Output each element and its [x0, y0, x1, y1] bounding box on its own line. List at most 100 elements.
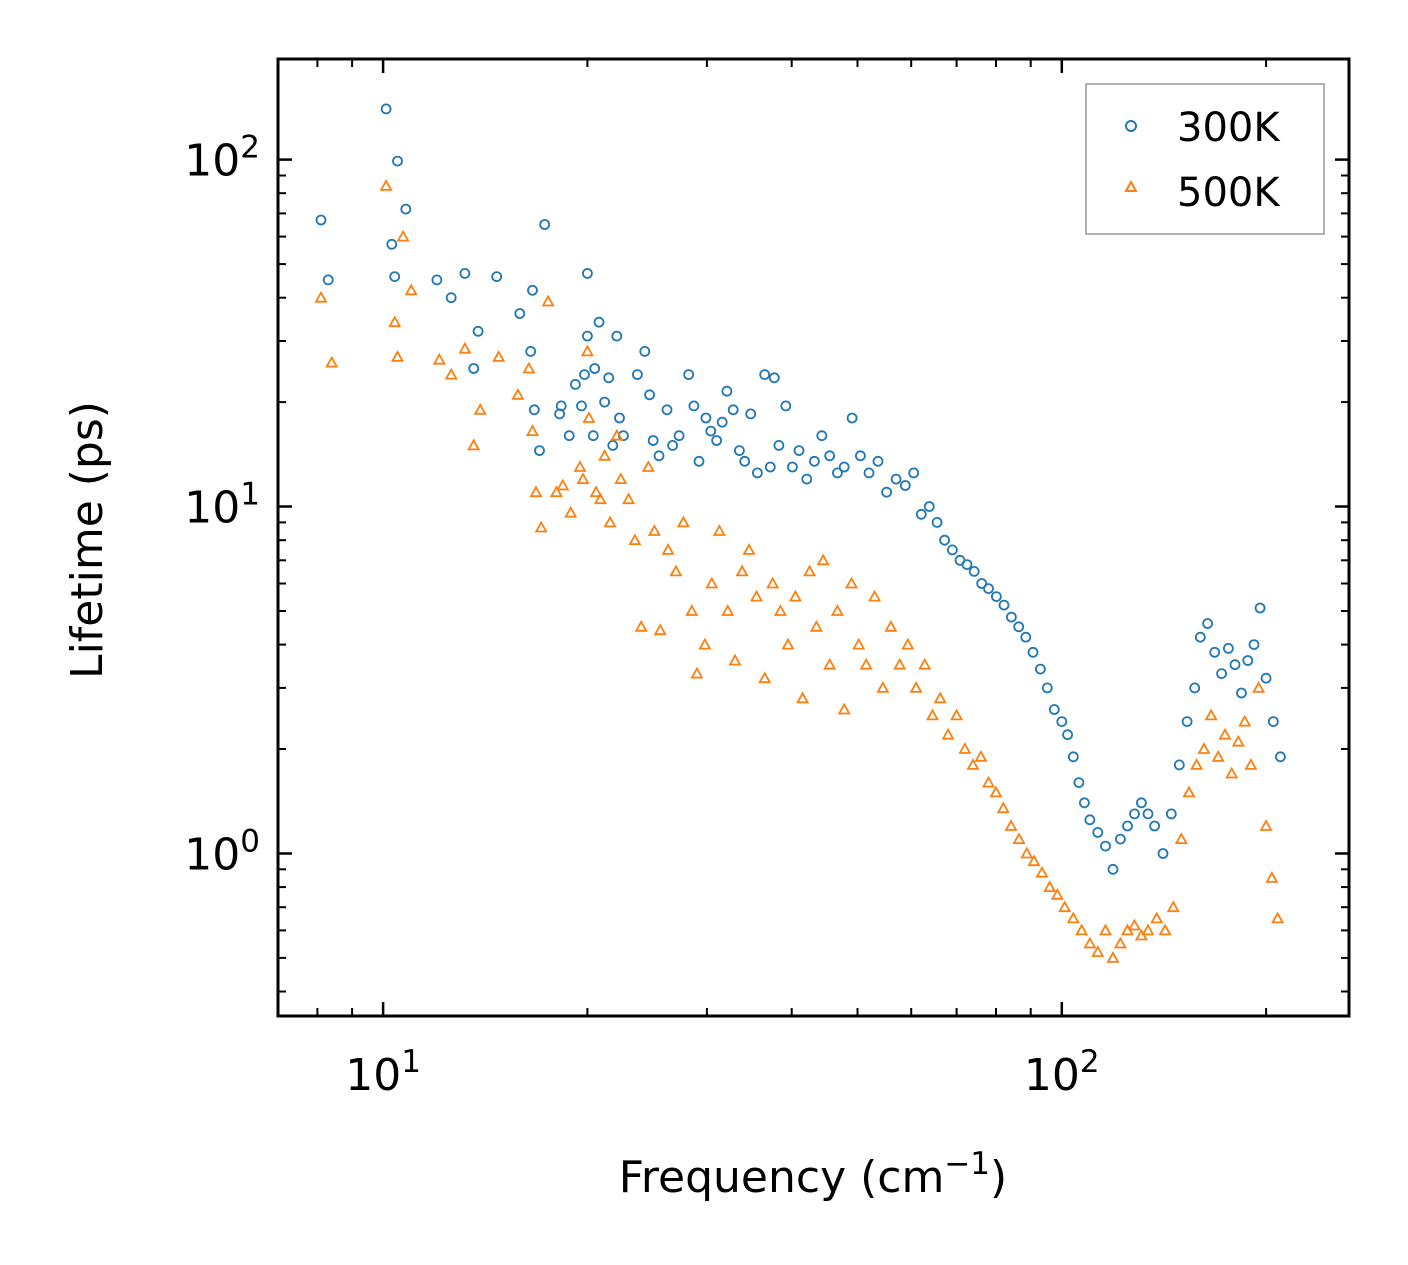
point-500K-85 — [1020, 846, 1034, 859]
point-500K-43 — [698, 637, 712, 650]
point-300K-54 — [739, 455, 751, 467]
point-500K-112 — [1225, 766, 1239, 779]
point-500K-13 — [511, 387, 525, 400]
point-300K-80 — [931, 517, 943, 528]
point-300K-87 — [983, 583, 994, 594]
legend-marker-500k — [1124, 179, 1138, 192]
point-500K-24 — [580, 344, 594, 357]
point-500K-87 — [1035, 865, 1049, 878]
point-500K-23 — [576, 472, 590, 484]
point-500K-96 — [1106, 951, 1120, 963]
point-500K-97 — [1113, 936, 1127, 949]
point-300K-8 — [445, 292, 457, 304]
point-500K-15 — [525, 424, 540, 436]
point-300K-119 — [1209, 646, 1221, 658]
point-300K-106 — [1115, 833, 1126, 845]
point-300K-66 — [816, 430, 828, 442]
y-tick-label-1: 101 — [184, 477, 260, 534]
point-300K-50 — [716, 416, 728, 428]
point-500K-75 — [941, 727, 955, 740]
point-500K-57 — [803, 564, 817, 577]
point-500K-42 — [690, 666, 704, 679]
point-300K-47 — [700, 412, 712, 424]
point-500K-28 — [598, 448, 612, 461]
point-500K-14 — [522, 361, 536, 374]
point-500K-6 — [404, 283, 418, 296]
point-300K-111 — [1149, 820, 1160, 832]
point-300K-32 — [607, 439, 619, 451]
point-500K-19 — [549, 485, 563, 498]
point-500K-67 — [876, 681, 890, 693]
point-500K-60 — [823, 657, 837, 670]
point-500K-58 — [809, 619, 823, 632]
series-300K — [315, 103, 1286, 875]
point-500K-22 — [573, 460, 587, 472]
point-500K-104 — [1166, 900, 1180, 913]
point-300K-109 — [1136, 797, 1147, 809]
point-300K-49 — [711, 435, 722, 446]
point-300K-13 — [514, 308, 526, 319]
point-300K-16 — [528, 404, 540, 416]
point-500K-5 — [396, 229, 410, 242]
point-300K-125 — [1248, 639, 1260, 650]
point-500K-4 — [390, 350, 405, 362]
point-500K-46 — [721, 604, 735, 616]
point-300K-71 — [855, 450, 866, 462]
point-500K-91 — [1066, 911, 1080, 924]
point-300K-108 — [1129, 808, 1140, 820]
point-300K-52 — [727, 404, 739, 416]
point-300K-30 — [599, 396, 610, 408]
point-500K-31 — [614, 472, 628, 484]
point-300K-113 — [1165, 808, 1177, 820]
point-300K-84 — [961, 559, 973, 570]
point-500K-39 — [669, 564, 683, 577]
point-300K-57 — [759, 369, 771, 381]
point-500K-9 — [458, 341, 472, 354]
point-500K-30 — [610, 428, 624, 441]
x-tick-label-1-base: 10 — [1024, 1050, 1080, 1101]
x-tick-label-0-exponent: 1 — [401, 1044, 421, 1080]
point-500K-76 — [950, 708, 964, 721]
point-300K-70 — [846, 412, 858, 424]
point-500K-44 — [705, 576, 719, 589]
point-300K-88 — [991, 591, 1002, 602]
point-300K-104 — [1100, 840, 1111, 852]
point-500K-45 — [712, 524, 726, 536]
point-500K-84 — [1012, 832, 1026, 844]
point-500K-36 — [647, 524, 661, 536]
point-500K-78 — [966, 758, 980, 770]
point-500K-21 — [564, 505, 578, 518]
point-300K-92 — [1020, 631, 1032, 643]
y-tick-label-1-exponent: 1 — [240, 477, 260, 513]
point-300K-94 — [1035, 663, 1046, 675]
point-300K-22 — [570, 378, 581, 390]
point-500K-3 — [388, 315, 402, 328]
point-500K-95 — [1098, 923, 1113, 936]
point-300K-114 — [1173, 759, 1185, 771]
point-300K-58 — [764, 461, 776, 473]
point-300K-7 — [431, 274, 443, 286]
point-500K-47 — [728, 653, 742, 666]
point-500K-69 — [893, 657, 907, 670]
point-500K-20 — [556, 478, 570, 491]
point-300K-4 — [389, 271, 401, 283]
point-300K-68 — [832, 467, 843, 479]
point-500K-18 — [541, 294, 555, 307]
point-300K-105 — [1107, 863, 1119, 875]
point-300K-63 — [793, 445, 805, 457]
point-300K-75 — [890, 473, 902, 485]
y-axis-label: Lifetime (ps) — [62, 401, 113, 679]
point-300K-102 — [1084, 814, 1096, 826]
point-500K-61 — [830, 604, 844, 616]
point-300K-97 — [1056, 716, 1068, 727]
point-500K-66 — [868, 589, 882, 602]
point-300K-122 — [1229, 659, 1241, 671]
point-300K-11 — [472, 325, 484, 337]
point-500K-81 — [989, 785, 1003, 798]
point-500K-70 — [901, 637, 915, 650]
x-axis-label: Frequency (cm−1) — [619, 1146, 1007, 1203]
point-500K-82 — [996, 801, 1010, 814]
point-500K-107 — [1190, 758, 1204, 770]
point-300K-31 — [603, 372, 615, 384]
